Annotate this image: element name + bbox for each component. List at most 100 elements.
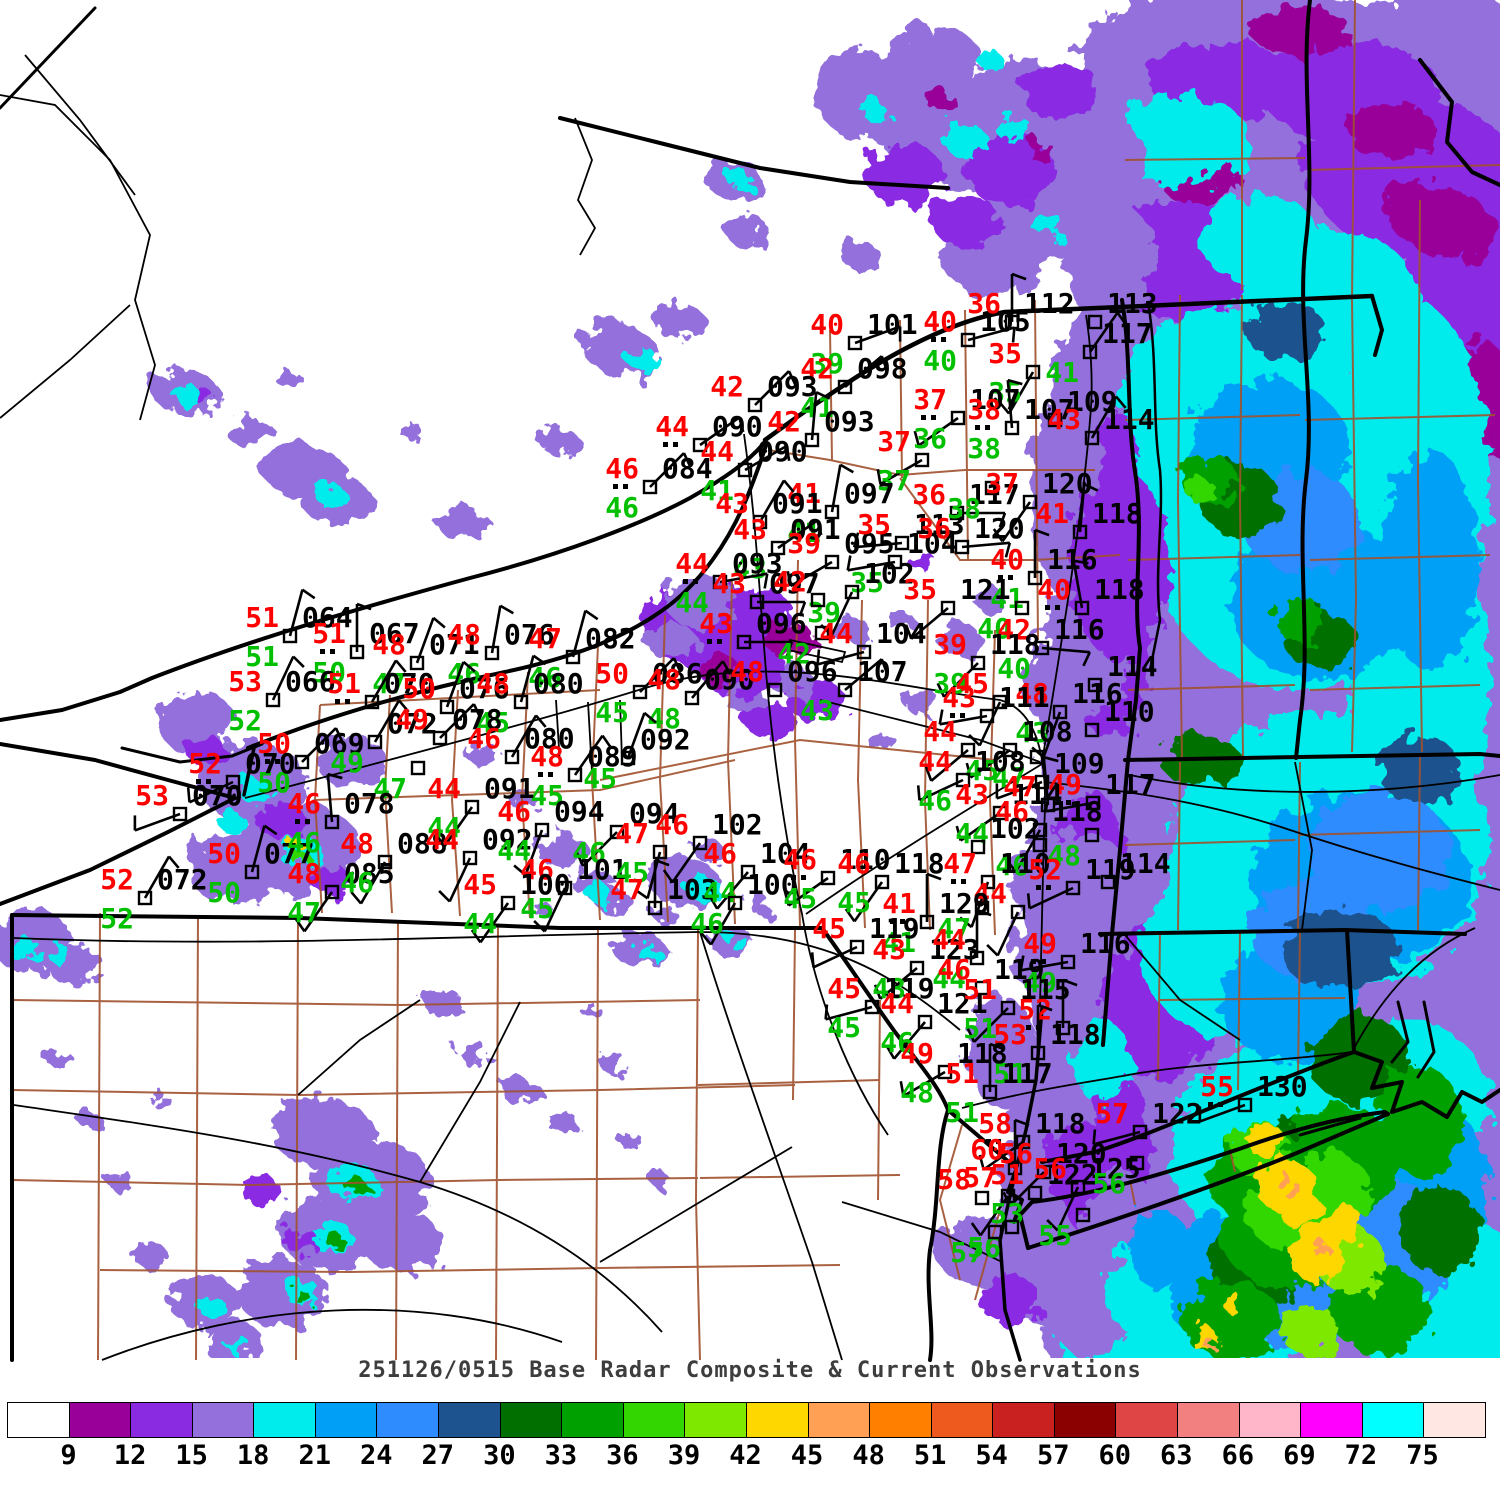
station-plot: 44 090 — [655, 410, 763, 453]
wind-barb-tick — [535, 714, 547, 728]
wind-barb — [445, 661, 465, 708]
pressure-value: 091 — [790, 513, 841, 546]
wind-barb-tick — [292, 655, 305, 669]
wind-barb-tick — [1019, 955, 1025, 971]
radar-cell — [1250, 5, 1350, 55]
legend-cell — [69, 1403, 132, 1437]
temperature-value: 46 — [703, 837, 737, 870]
radar-cell — [1310, 1015, 1410, 1105]
station-plot: 35 113 — [852, 508, 965, 551]
station-plot: 48 47 085 — [287, 857, 395, 933]
dewpoint-value: 35 — [850, 566, 884, 599]
wind-barb — [1056, 1186, 1080, 1232]
dewpoint-value: 39 — [810, 347, 844, 380]
wind-barb-tick — [301, 588, 316, 600]
station-plot: 39 39 118 — [933, 628, 1040, 700]
pressure-value: 116 — [1054, 613, 1105, 646]
wind-barb-tick — [810, 952, 815, 968]
radar-cell — [1074, 1020, 1130, 1104]
station-plot: 40 118 — [1037, 559, 1145, 616]
legend-label: 60 — [1098, 1440, 1132, 1471]
station-marker — [1087, 677, 1103, 693]
temperature-value: 57 — [963, 1161, 997, 1194]
pressure-value: 117 — [1102, 317, 1153, 350]
wind-barb-tick — [672, 657, 682, 673]
station-plot: 57 122 — [1092, 1097, 1203, 1146]
temperature-value: 41 — [882, 887, 916, 920]
station-marker — [1082, 344, 1098, 360]
weather-dot — [890, 919, 895, 924]
weather-dot — [801, 875, 806, 880]
station-plot: 44 44 091 — [427, 772, 535, 848]
weather-dot — [1036, 885, 1041, 890]
temperature-value: 47 — [610, 873, 644, 906]
dewpoint-value: 45 — [837, 886, 871, 919]
radar-cell — [598, 1052, 626, 1072]
station-marker — [974, 1190, 990, 1206]
radar-cell — [665, 572, 735, 628]
station-plot: 38 — [947, 480, 1000, 525]
temperature-value: 35 — [903, 573, 937, 606]
legend-cell — [1424, 1403, 1485, 1437]
station-plot: 114 — [1100, 847, 1171, 890]
station-marker — [960, 742, 976, 758]
pressure-value: 088 — [397, 827, 448, 860]
temperature-value: 53 — [135, 779, 169, 812]
wind-barb — [1072, 560, 1084, 609]
wind-barb-tick — [1046, 1218, 1059, 1232]
station-plot: 51 50 067 — [312, 602, 420, 689]
weather-dot — [265, 759, 270, 764]
wind-barb-tick — [472, 703, 482, 719]
wind-barb — [1006, 380, 1014, 429]
temperature-value: 44 — [918, 745, 952, 778]
temperature-value: 44 — [819, 617, 853, 650]
radar-cell — [1020, 60, 1100, 120]
temperature-value: 44 — [932, 923, 966, 956]
radar-cell — [195, 391, 215, 405]
radar-cell — [9, 938, 41, 962]
station-plot: 48 45 080 — [476, 654, 584, 739]
wind-barb-tick — [816, 520, 823, 536]
station-marker — [1129, 1155, 1145, 1171]
station-plot: 46 46 078 — [287, 772, 395, 859]
wind-barb-tick — [783, 890, 790, 906]
legend-label: 9 — [60, 1440, 77, 1471]
station-marker — [804, 432, 820, 448]
radar-cell — [650, 1173, 670, 1187]
temperature-value: 45 — [955, 667, 989, 700]
weather-dot — [330, 649, 335, 654]
station-marker — [824, 504, 840, 520]
wind-barb-tick — [662, 869, 674, 884]
radar-cell — [627, 349, 659, 371]
pressure-value: 070 — [384, 667, 435, 700]
wind-barb-tick — [1005, 859, 1017, 873]
station-marker — [1084, 430, 1100, 446]
station-plot: 45 45 119 — [824, 972, 935, 1044]
station-plot: 47 46 082 — [528, 609, 636, 694]
radar-cell — [276, 372, 304, 388]
pressure-value: 102 — [864, 557, 915, 590]
legend-label: 27 — [421, 1440, 455, 1471]
radar-cell — [866, 730, 894, 750]
pressure-value: 064 — [302, 601, 353, 634]
wind-barb-tick — [955, 825, 962, 841]
station-marker — [324, 884, 340, 900]
temperature-value: 47 — [615, 817, 649, 850]
radar-cell — [980, 1275, 1040, 1325]
radar-cell — [1282, 1182, 1302, 1198]
wind-barb-tick — [824, 1004, 829, 1020]
temperature-value: 44 — [655, 410, 689, 443]
radar-cell — [636, 944, 660, 960]
station-marker — [432, 730, 448, 746]
station-marker — [747, 397, 763, 413]
pressure-value: 066 — [285, 665, 336, 698]
temperature-value: 43 — [955, 778, 989, 811]
dewpoint-value: 56 — [1092, 1167, 1126, 1200]
temperature-value: 56 — [1033, 1152, 1067, 1185]
station-marker — [1034, 774, 1050, 790]
radar-cell — [293, 853, 313, 867]
station-marker — [969, 950, 985, 966]
dewpoint-value: 51 — [993, 1057, 1027, 1090]
